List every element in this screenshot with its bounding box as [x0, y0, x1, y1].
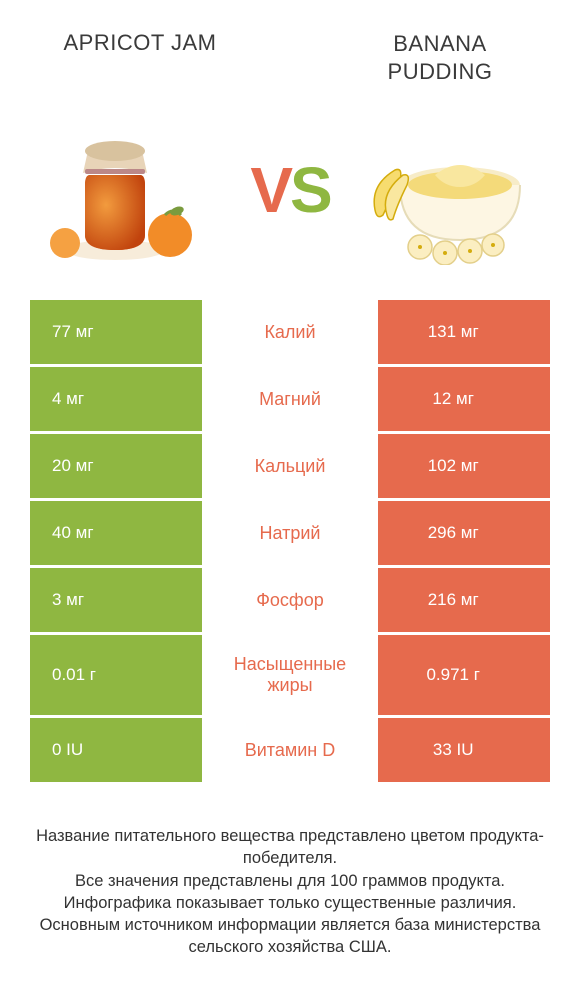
cell-left: 3 мг [30, 568, 202, 632]
cell-left: 20 мг [30, 434, 202, 498]
table-row: 3 мгФосфор216 мг [30, 568, 550, 632]
cell-left: 0 IU [30, 718, 202, 782]
cell-nutrient: Насыщенные жиры [202, 635, 379, 715]
footer-notes: Название питательного вещества представл… [0, 785, 580, 959]
header: Apricot jam Banana pudding [0, 0, 580, 100]
cell-nutrient: Магний [202, 367, 379, 431]
vs-s: S [290, 154, 330, 226]
cell-right: 102 мг [378, 434, 550, 498]
cell-right: 131 мг [378, 300, 550, 364]
cell-left: 77 мг [30, 300, 202, 364]
table-row: 0 IUВитамин D33 IU [30, 718, 550, 782]
cell-nutrient: Витамин D [202, 718, 379, 782]
vs-label: VS [250, 153, 329, 227]
images-row: VS [0, 100, 580, 300]
footer-line: Название питательного вещества представл… [18, 825, 562, 870]
cell-right: 0.971 г [378, 635, 550, 715]
cell-left: 0.01 г [30, 635, 202, 715]
table-row: 77 мгКалий131 мг [30, 300, 550, 364]
footer-line: Инфографика показывает только существенн… [18, 892, 562, 914]
table-row: 40 мгНатрий296 мг [30, 501, 550, 565]
vs-v: V [250, 154, 290, 226]
table-row: 4 мгМагний12 мг [30, 367, 550, 431]
cell-nutrient: Фосфор [202, 568, 379, 632]
footer-line: Все значения представлены для 100 граммо… [18, 870, 562, 892]
cell-nutrient: Натрий [202, 501, 379, 565]
banana-pudding-image [360, 110, 540, 270]
comparison-table: 77 мгКалий131 мг4 мгМагний12 мг20 мгКаль… [0, 300, 580, 782]
table-row: 20 мгКальций102 мг [30, 434, 550, 498]
cell-right: 296 мг [378, 501, 550, 565]
title-left: Apricot jam [40, 30, 240, 85]
cell-left: 4 мг [30, 367, 202, 431]
cell-right: 33 IU [378, 718, 550, 782]
cell-nutrient: Кальций [202, 434, 379, 498]
cell-right: 12 мг [378, 367, 550, 431]
table-row: 0.01 гНасыщенные жиры0.971 г [30, 635, 550, 715]
apricot-jam-image [40, 110, 220, 270]
cell-left: 40 мг [30, 501, 202, 565]
cell-nutrient: Калий [202, 300, 379, 364]
footer-line: Основным источником информации является … [18, 914, 562, 959]
title-right: Banana pudding [340, 30, 540, 85]
cell-right: 216 мг [378, 568, 550, 632]
